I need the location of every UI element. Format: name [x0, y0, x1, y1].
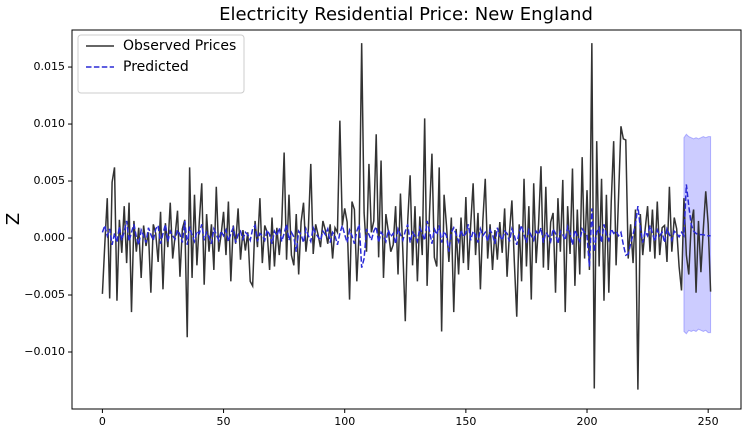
x-tick-label: 250: [698, 415, 719, 428]
x-tick-label: 50: [217, 415, 231, 428]
legend-box: [77, 34, 245, 94]
x-tick-label: 100: [334, 415, 355, 428]
y-tick-label: 0.000: [34, 231, 66, 244]
x-tick-label: 200: [577, 415, 598, 428]
series-line: [101, 184, 711, 268]
legend: Observed Prices Predicted: [77, 34, 245, 94]
y-tick-label: 0.015: [34, 60, 66, 73]
chart-title: Electricity Residential Price: New Engla…: [219, 4, 593, 25]
legend-label: Observed Prices: [123, 38, 236, 54]
legend-label: Predicted: [123, 59, 189, 75]
y-axis-label: Z: [3, 213, 24, 225]
plot-frame: [71, 29, 742, 410]
y-tick-label: −0.005: [24, 288, 65, 301]
series-line: [101, 43, 712, 390]
y-tick-label: −0.010: [24, 345, 65, 358]
y-tick-label: 0.005: [34, 174, 66, 187]
y-tick-label: 0.010: [34, 117, 66, 130]
x-tick-label: 150: [455, 415, 476, 428]
x-tick-label: 0: [99, 415, 106, 428]
